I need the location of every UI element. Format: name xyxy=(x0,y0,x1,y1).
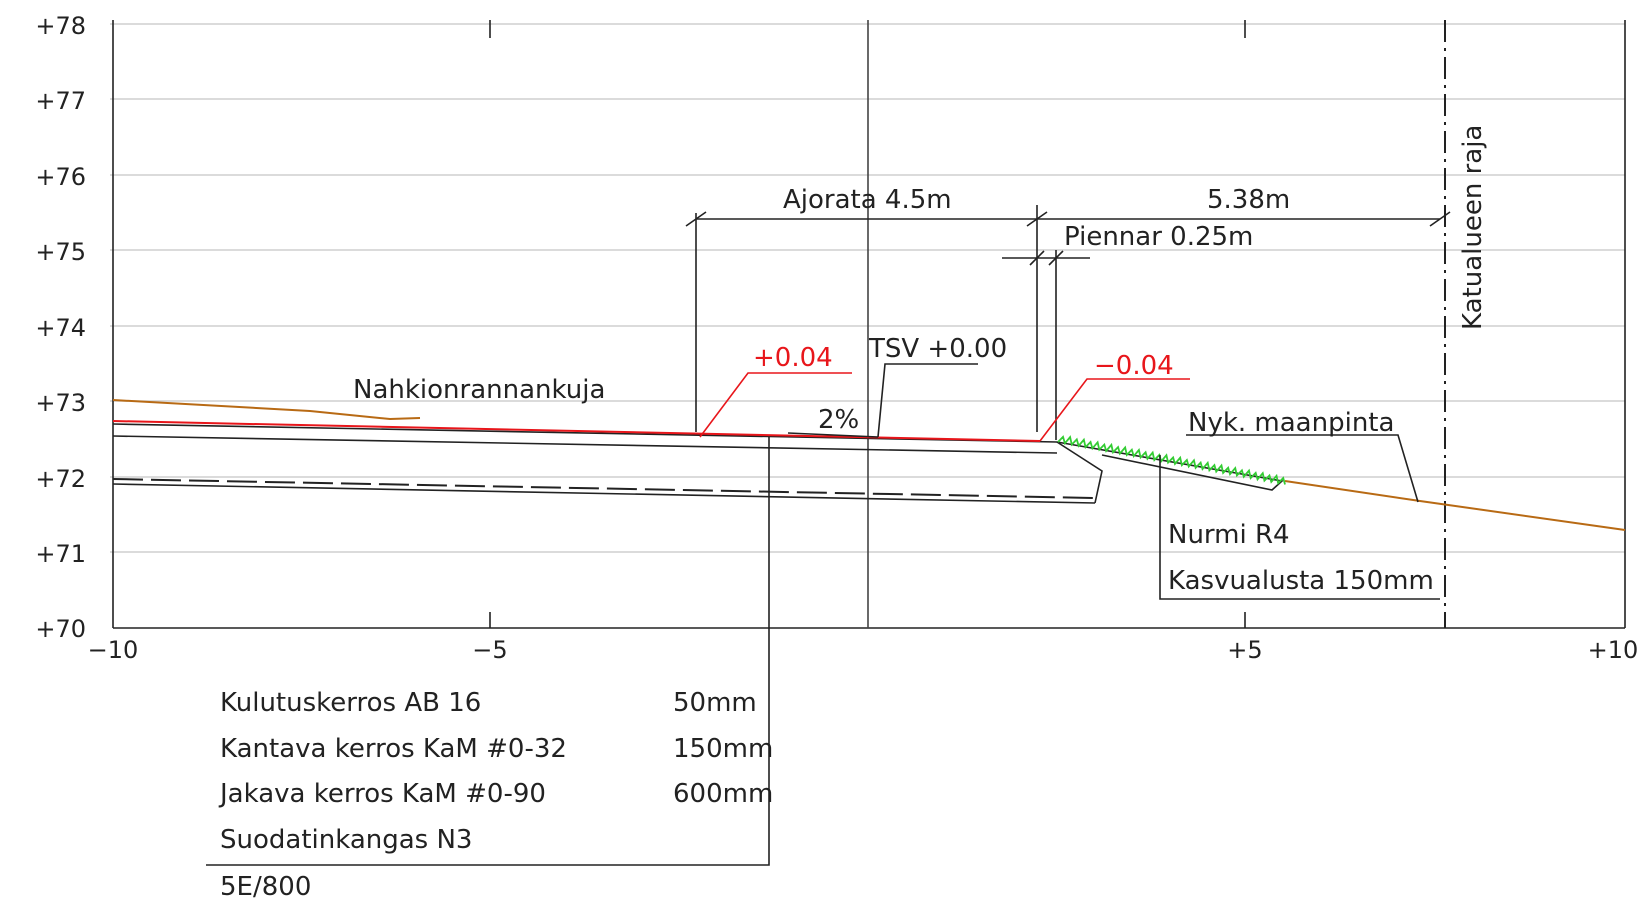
design-surface xyxy=(112,420,1041,442)
x-tick-plus10: +10 xyxy=(1588,636,1639,664)
y-tick-71: +71 xyxy=(35,540,86,568)
layer-name-4: Suodatinkangas N3 xyxy=(220,825,472,855)
x-axis-labels: −10 −5 +5 +10 xyxy=(88,636,1639,664)
y-tick-73: +73 xyxy=(35,389,86,417)
growth-layer-label: Kasvualusta 150mm xyxy=(1168,566,1434,596)
x-tick-minus10: −10 xyxy=(88,636,139,664)
layer-thickness-3: 600mm xyxy=(673,779,773,809)
y-tick-75: +75 xyxy=(35,238,86,266)
y-tick-78: +78 xyxy=(35,12,86,40)
x-tick-plus5: +5 xyxy=(1227,636,1262,664)
slope-label: 2% xyxy=(818,405,859,435)
right-width-dimension: 5.38m xyxy=(1207,185,1290,215)
layer-thickness-2: 150mm xyxy=(673,734,773,764)
layer-name-2: Kantava kerros KaM #0-32 xyxy=(220,734,567,764)
y-tick-77: +77 xyxy=(35,87,86,115)
existing-ground-right xyxy=(1284,480,1626,531)
grass-label: Nurmi R4 xyxy=(1168,520,1290,550)
existing-ground-label: Nyk. maanpinta xyxy=(1188,408,1394,438)
layer-name-1: Kulutuskerros AB 16 xyxy=(220,688,481,718)
carriageway-dimension: Ajorata 4.5m xyxy=(783,185,952,215)
axis-frame xyxy=(112,20,1626,629)
street-boundary-label: Katualueen raja xyxy=(1458,125,1488,330)
annotations: Nahkionrannankuja +0.04 −0.04 TSV +0.00 … xyxy=(353,125,1488,596)
layer-legend: Kulutuskerros AB 16 50mm Kantava kerros … xyxy=(218,688,773,902)
elevation-right-label: −0.04 xyxy=(1094,351,1174,381)
elevation-left-label: +0.04 xyxy=(753,343,833,373)
existing-ground-left xyxy=(112,399,421,421)
road-name-label: Nahkionrannankuja xyxy=(353,375,605,405)
x-tick-minus5: −5 xyxy=(472,636,507,664)
y-axis-labels: +78 +77 +76 +75 +74 +73 +72 +71 +70 xyxy=(35,12,86,643)
y-tick-76: +76 xyxy=(35,163,86,191)
dimension-lines xyxy=(685,205,1451,440)
y-tick-74: +74 xyxy=(35,314,86,342)
layer-thickness-1: 50mm xyxy=(673,688,757,718)
y-tick-70: +70 xyxy=(35,615,86,643)
y-tick-72: +72 xyxy=(35,465,86,493)
layer-name-3: Jakava kerros KaM #0-90 xyxy=(218,779,546,809)
leader-lines xyxy=(206,363,1440,866)
shoulder-dimension: Piennar 0.25m xyxy=(1064,222,1253,252)
grass-hatch xyxy=(1057,435,1286,486)
design-level-label: TSV +0.00 xyxy=(868,334,1007,364)
road-structure xyxy=(112,423,1284,504)
design-class-label: 5E/800 xyxy=(220,872,311,902)
